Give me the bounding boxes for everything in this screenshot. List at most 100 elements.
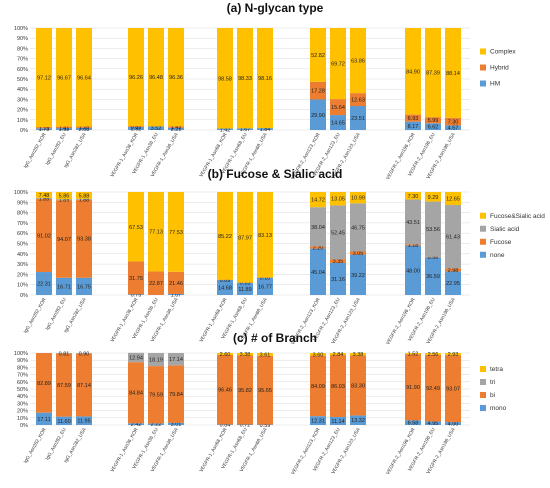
bar-segment [237, 128, 253, 130]
legend-swatch [480, 225, 486, 232]
y-tick-label: 60% [17, 67, 28, 73]
category-label: IgG_Asn282_EU [45, 132, 68, 167]
data-label: 96.48 [149, 75, 163, 81]
y-tick-label: 100% [14, 190, 28, 196]
bar-segment [56, 200, 72, 278]
data-label: 2.98 [448, 268, 459, 274]
data-label: 53.56 [426, 227, 440, 233]
y-tick-label: 60% [17, 380, 28, 386]
data-label: 79.84 [169, 392, 183, 398]
data-label: 2.60 [220, 352, 231, 358]
data-label: 3.61 [260, 352, 271, 358]
bar-segment [76, 353, 92, 417]
data-label: 97.12 [37, 76, 51, 82]
legend-label: tetra [490, 366, 503, 373]
y-tick-label: 40% [17, 87, 28, 93]
bar-segment [217, 128, 233, 130]
panel-number-of-branch: (c) # of Branch 0%10%20% 30%40%50%60%70% 80… [14, 331, 507, 476]
data-label: 14.65 [331, 121, 345, 127]
legend-label: Sialic acid [490, 226, 520, 233]
y-tick-label: 10% [17, 416, 28, 422]
data-label: 22.95 [446, 281, 460, 287]
y-tick-label: 40% [17, 252, 28, 258]
bar-segment [350, 251, 366, 255]
data-label: 16.77 [258, 284, 272, 290]
y-tick-label: 90% [17, 36, 28, 42]
bar-segment [217, 354, 233, 425]
legend-swatch [480, 212, 486, 219]
data-label: 0.81 [59, 351, 70, 357]
data-label: 17.14 [169, 357, 183, 363]
bar-segment [128, 294, 144, 295]
bar-segment [148, 192, 164, 272]
bar-segment [330, 259, 346, 263]
bar-segment [330, 115, 346, 130]
data-label: 61.43 [446, 235, 460, 241]
data-label: 52.82 [311, 53, 325, 59]
data-label: 31.75 [129, 276, 143, 282]
bar-segment [217, 353, 233, 355]
bar-segment [330, 416, 346, 425]
data-label: 0.75 [131, 293, 142, 299]
y-tick-label: 10% [17, 283, 28, 289]
data-label: 14.68 [218, 285, 232, 291]
y-tick-label: 0% [20, 128, 28, 134]
data-label: 3.01 [171, 422, 182, 428]
data-label: 86.03 [331, 384, 345, 390]
data-label: 36.59 [426, 274, 440, 280]
data-label: 0.72 [240, 423, 251, 429]
y-tick-label: 40% [17, 394, 28, 400]
y-tick-label: 50% [17, 242, 28, 248]
y-tick-label: 30% [17, 401, 28, 407]
y-tick-label: 50% [17, 77, 28, 83]
bar-segment [257, 277, 273, 295]
bar-segment [445, 355, 461, 423]
data-label: 2.20 [313, 245, 324, 251]
bar-segment [148, 366, 164, 424]
bar-segment [257, 192, 273, 278]
data-label: 5.86 [59, 194, 70, 200]
bar-segment [217, 424, 233, 425]
data-label: 48.00 [406, 268, 420, 274]
bar-segment [257, 353, 273, 356]
category-label: IgG_Asn282_USA [63, 131, 88, 169]
bar-segment [350, 203, 366, 252]
bar-segment [168, 271, 184, 294]
bar-segment [350, 254, 366, 295]
legend-swatch [480, 80, 486, 87]
data-label: 13.32 [351, 418, 365, 424]
data-label: 17.11 [37, 417, 50, 423]
legend-swatch [480, 48, 486, 55]
bar-segment [405, 244, 421, 246]
bar-segment [425, 123, 441, 130]
bar-segment [330, 192, 346, 206]
data-label: 87.97 [238, 235, 252, 241]
data-label: 67.53 [129, 225, 143, 231]
legend-swatch [480, 379, 486, 385]
data-label: 11.89 [238, 287, 251, 293]
bar-segment [56, 353, 72, 417]
data-label: 1.28 [79, 125, 90, 131]
bar-segment [445, 353, 461, 356]
data-label: 12.31 [311, 419, 325, 425]
bar-segment [128, 352, 144, 363]
bar-segment [350, 415, 366, 425]
data-label: 2.22 [151, 422, 162, 428]
bar-segment [445, 422, 461, 425]
legend-swatch [480, 392, 486, 398]
bar-segment [217, 279, 233, 295]
legend-label: Fucose&Sialic acid [490, 213, 545, 220]
y-tick-label: 0% [20, 293, 28, 299]
bar-segment [425, 192, 441, 202]
bar-segment [310, 353, 326, 356]
category-label: IgG_Asn282_EU [45, 297, 68, 332]
data-label: 2.08 [79, 127, 90, 133]
legend-label: bi [490, 392, 495, 399]
data-label: 0.13 [240, 281, 251, 287]
data-label: 2.56 [428, 352, 439, 358]
bar-segment [310, 81, 326, 100]
bar-segment [76, 126, 92, 128]
bar-segment [76, 277, 92, 295]
bar-segment [310, 248, 326, 295]
